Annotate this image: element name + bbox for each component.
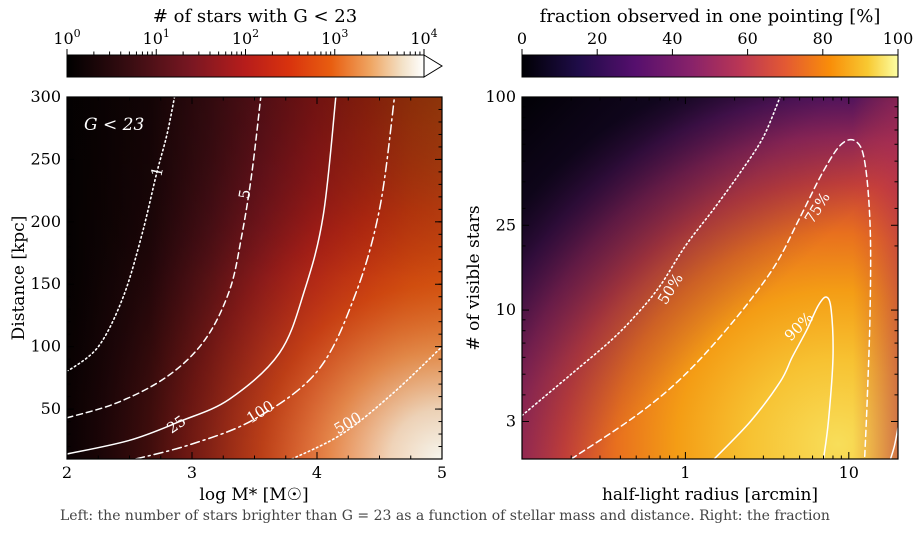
- right-colorbar-tick-label: 80: [813, 29, 833, 48]
- contour-label-5: 5: [235, 188, 254, 201]
- contour-edge: [889, 427, 898, 459]
- left-y-tick-label: 150: [30, 274, 61, 293]
- contour-500: [291, 345, 442, 459]
- left-colorbar-tick-label: 100: [53, 27, 80, 48]
- contour-50pct: [522, 97, 781, 417]
- left-x-tick-label: 2: [62, 463, 72, 482]
- contour-5: [67, 97, 262, 419]
- right-y-tick-label: 25: [496, 215, 516, 234]
- left-colorbar-extend-arrow: [423, 54, 443, 78]
- right-colorbar-tick-label: 0: [517, 29, 527, 48]
- left-ylabel: Distance [kpc]: [9, 216, 29, 341]
- left-colorbar-ticks: 100 101 102 103 104: [53, 27, 438, 55]
- caption-fragment: Left: the number of stars brighter than …: [60, 508, 830, 524]
- right-y-tick-label: 10: [496, 300, 516, 319]
- left-x-tick-label: 3: [187, 463, 197, 482]
- left-colorbar-tick-label: 102: [232, 27, 259, 48]
- contour-100: [134, 97, 396, 459]
- left-xlabel: log M* [M☉]: [199, 485, 308, 505]
- right-xlabel: half-light radius [arcmin]: [602, 485, 818, 505]
- right-axis-ticks: 1 10 3 10 25 100: [485, 87, 899, 482]
- right-colorbar-tick-label: 100: [883, 29, 914, 48]
- right-axes-frame: [521, 96, 899, 460]
- left-y-tick-label: 250: [30, 149, 61, 168]
- left-colorbar-tick-label: 103: [321, 27, 348, 48]
- left-annotation: G < 23: [84, 115, 144, 135]
- left-x-tick-label: 5: [437, 463, 447, 482]
- right-colorbar-ticks: 0 20 40 60 80 100: [517, 29, 913, 55]
- right-x-tick-label: 10: [839, 463, 859, 482]
- left-colorbar-tick-label: 104: [410, 27, 437, 48]
- right-heatmap: 50%75%90%: [522, 97, 898, 459]
- left-colorbar-tick-label: 101: [143, 27, 170, 48]
- right-y-tick-label: 100: [485, 87, 516, 106]
- contour-90pct: [713, 296, 834, 459]
- contour-label-1: 1: [147, 165, 167, 178]
- right-colorbar-tick-label: 20: [587, 29, 607, 48]
- right-y-tick-label: 3: [506, 411, 516, 430]
- right-colorbar: [521, 54, 899, 78]
- left-colorbar: [66, 54, 443, 78]
- right-colorbar-tick-label: 40: [662, 29, 682, 48]
- left-colorbar-title: # of stars with G < 23: [153, 6, 357, 27]
- right-colorbar-title: fraction observed in one pointing [%]: [540, 6, 881, 27]
- left-y-tick-label: 200: [30, 212, 61, 231]
- contour-75pct: [570, 138, 872, 459]
- contour-25: [67, 97, 337, 455]
- right-x-tick-label: 1: [680, 463, 690, 482]
- left-axis-ticks: 2 3 4 5 50 100 150 200 250 300: [30, 87, 447, 482]
- left-y-tick-label: 100: [30, 337, 61, 356]
- left-x-tick-label: 4: [312, 463, 322, 482]
- right-ylabel: # of visible stars: [464, 205, 484, 350]
- right-colorbar-tick-label: 60: [737, 29, 757, 48]
- left-y-tick-label: 300: [30, 87, 61, 106]
- contour-1: [67, 97, 176, 373]
- left-y-tick-label: 50: [41, 399, 61, 418]
